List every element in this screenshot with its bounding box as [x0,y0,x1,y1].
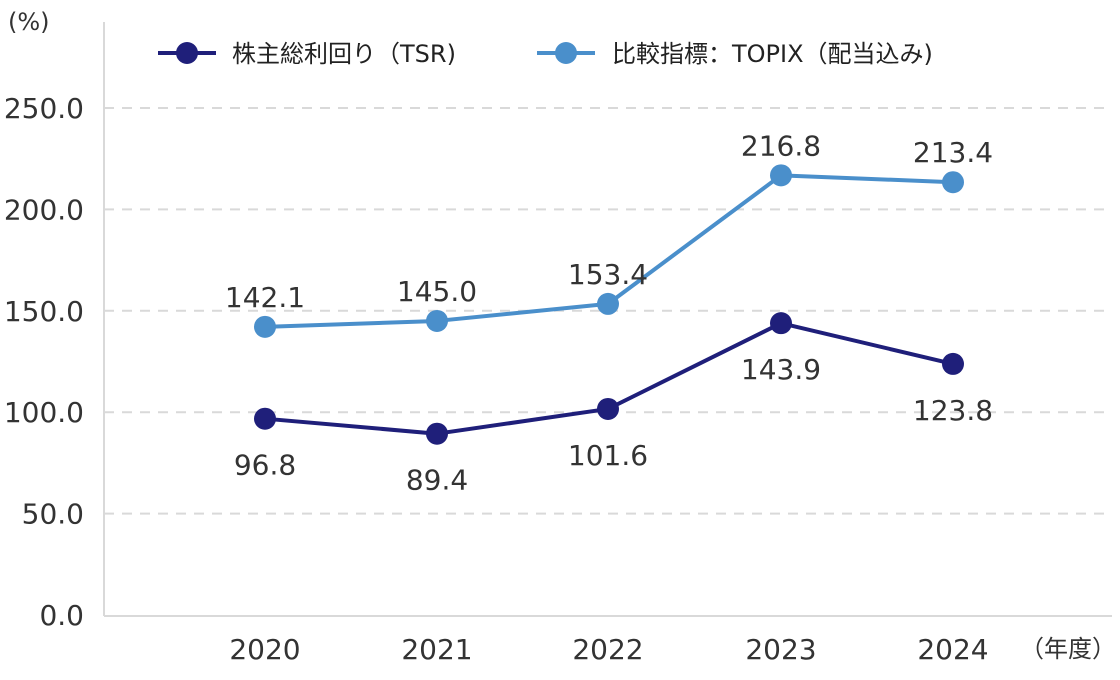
y-tick-label: 0.0 [39,599,84,632]
x-axis-unit: （年度） [1020,635,1116,663]
y-tick-label: 200.0 [4,193,84,226]
data-point [426,422,448,445]
data-label: 142.1 [225,281,305,314]
data-label: 89.4 [406,464,468,497]
y-tick-label: 100.0 [4,396,84,429]
data-label: 216.8 [741,129,821,162]
legend-marker-tsr [176,42,198,64]
data-point [770,312,792,335]
data-point [597,292,619,315]
y-tick-label: 250.0 [4,92,84,125]
series-layer: 96.8 89.4 101.6 143.9 123.8 142.1 145.0 153.4 21… [225,129,993,496]
data-label: 101.6 [568,439,648,472]
data-point [942,171,964,194]
y-tick-label: 150.0 [4,295,84,328]
x-tick-label: 2022 [572,633,643,666]
data-label: 143.9 [741,353,821,386]
data-label: 153.4 [568,258,648,291]
x-tick-label: 2020 [229,633,300,666]
series-tsr: 96.8 89.4 101.6 143.9 123.8 [234,312,993,497]
data-label: 96.8 [234,449,296,482]
x-tick-label: 2023 [745,633,816,666]
legend-marker-topix [555,42,577,64]
x-tick-label: 2021 [401,633,472,666]
data-label: 213.4 [913,136,993,169]
data-point [770,164,792,187]
x-axis-ticks: 2020 2021 2022 2023 2024 [229,633,988,666]
data-label: 123.8 [913,394,993,427]
data-point [254,315,276,338]
series-topix: 142.1 145.0 153.4 216.8 213.4 [225,129,993,338]
legend-label-tsr: 株主総利回り（TSR) [232,40,456,68]
y-axis-ticks: 0.0 50.0 100.0 150.0 200.0 250.0 [4,92,84,632]
y-axis-unit: (%) [8,8,50,36]
y-tick-label: 50.0 [22,498,84,531]
data-point [942,352,964,375]
legend-label-topix: 比較指標：TOPIX（配当込み) [612,40,933,68]
data-label: 145.0 [397,275,477,308]
x-tick-label: 2024 [917,633,988,666]
axes [103,22,1112,617]
data-point [426,309,448,332]
data-point [254,407,276,430]
legend: 株主総利回り（TSR) 比較指標：TOPIX（配当込み) [158,40,933,68]
data-point [597,397,619,420]
